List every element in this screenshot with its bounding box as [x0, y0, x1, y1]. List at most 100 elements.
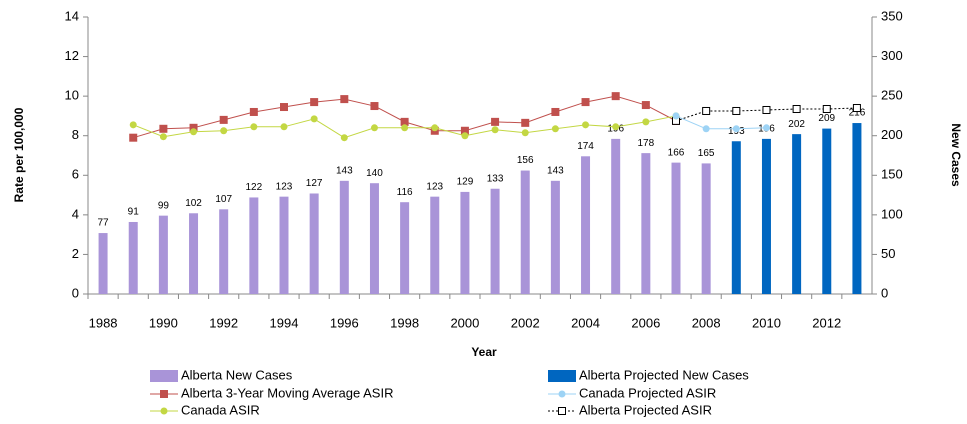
- y-tick-label: 8: [72, 127, 79, 142]
- y2-tick-label: 350: [881, 8, 903, 23]
- line-marker: [672, 112, 680, 120]
- bar: [400, 202, 410, 294]
- line-marker: [521, 118, 530, 127]
- legend-label: Alberta New Cases: [181, 367, 293, 382]
- bar: [158, 215, 168, 294]
- line-marker: [129, 133, 138, 142]
- data-label: 202: [788, 119, 805, 130]
- line: [675, 115, 767, 130]
- bar: [671, 162, 681, 294]
- bar: [822, 128, 832, 294]
- data-label: 99: [158, 200, 170, 211]
- legend-label: Canada ASIR: [181, 402, 260, 417]
- y-tick-label: 12: [65, 48, 79, 63]
- data-label: 122: [246, 182, 263, 193]
- line-marker: [310, 98, 319, 107]
- data-label: 123: [276, 181, 293, 192]
- x-tick-label: 2008: [692, 315, 721, 330]
- x-tick-label: 2010: [752, 315, 781, 330]
- bar: [128, 221, 138, 294]
- line-marker: [582, 121, 590, 129]
- line-marker: [762, 105, 771, 114]
- data-label: 140: [366, 168, 383, 179]
- data-label: 91: [128, 207, 140, 218]
- legend-swatch: [150, 370, 178, 382]
- line-marker: [129, 121, 137, 129]
- line-marker: [702, 106, 711, 115]
- line-marker: [551, 107, 560, 116]
- line-marker: [401, 124, 409, 132]
- y-tick-label: 14: [65, 8, 79, 23]
- bar: [520, 170, 530, 294]
- line-marker: [249, 107, 258, 116]
- y2-tick-label: 0: [881, 285, 888, 300]
- line-marker: [280, 103, 288, 112]
- line-marker: [370, 124, 378, 132]
- line-marker: [642, 118, 650, 126]
- line-marker: [641, 101, 650, 110]
- line-marker: [220, 127, 228, 135]
- y-tick-label: 2: [72, 246, 79, 261]
- bar: [219, 209, 229, 294]
- line-marker: [732, 106, 741, 115]
- x-tick-label: 2002: [511, 315, 540, 330]
- y-axis-title: Rate per 100,000: [12, 107, 26, 202]
- x-tick-label: 2006: [631, 315, 660, 330]
- line-marker: [159, 133, 167, 141]
- data-label: 123: [426, 181, 443, 192]
- y-tick-label: 10: [65, 88, 79, 103]
- line-marker: [762, 124, 770, 132]
- line-marker: [280, 123, 288, 131]
- line-marker: [340, 95, 349, 104]
- x-tick-label: 1998: [390, 315, 419, 330]
- line-marker: [491, 117, 500, 126]
- x-tick-label: 1994: [270, 315, 299, 330]
- data-label: 178: [638, 138, 655, 149]
- legend-label: Alberta Projected New Cases: [579, 367, 749, 382]
- line-marker: [340, 134, 348, 142]
- legend-label: Canada Projected ASIR: [579, 385, 716, 400]
- x-axis-title: Year: [471, 345, 497, 359]
- bar: [309, 193, 319, 294]
- y2-tick-label: 200: [881, 127, 903, 142]
- line-marker: [612, 123, 620, 131]
- y2-tick-label: 50: [881, 246, 895, 261]
- bar: [731, 141, 741, 294]
- y2-tick-label: 300: [881, 48, 903, 63]
- y2-tick-label: 100: [881, 206, 903, 221]
- data-label: 165: [698, 148, 715, 159]
- data-label: 174: [577, 141, 594, 152]
- line-marker: [611, 92, 620, 101]
- line-marker: [702, 125, 710, 133]
- line-marker: [431, 124, 439, 132]
- data-label: 143: [336, 165, 353, 176]
- bar: [792, 134, 802, 294]
- x-tick-label: 1996: [330, 315, 359, 330]
- data-label: 166: [668, 147, 685, 158]
- bar: [641, 153, 651, 294]
- y2-axis-title: New Cases: [949, 123, 963, 187]
- legend-swatch: [548, 370, 576, 382]
- line-marker: [219, 115, 228, 124]
- line-marker: [852, 104, 861, 113]
- data-label: 116: [397, 187, 413, 198]
- line-marker: [822, 105, 831, 114]
- x-tick-label: 1990: [149, 315, 178, 330]
- bar: [339, 180, 349, 294]
- bar: [430, 196, 440, 294]
- x-tick-label: 2012: [812, 315, 841, 330]
- data-label: 102: [185, 198, 202, 209]
- data-label: 129: [457, 177, 474, 188]
- data-label: 209: [818, 113, 835, 124]
- data-label: 107: [215, 194, 232, 205]
- legend-marker: [160, 407, 168, 415]
- legend-marker: [160, 390, 168, 398]
- legend-label: Alberta Projected ASIR: [579, 402, 712, 417]
- line-marker: [491, 126, 499, 134]
- bar: [279, 196, 289, 294]
- bar: [611, 138, 621, 294]
- line-marker: [551, 125, 559, 133]
- y-tick-label: 4: [72, 206, 79, 221]
